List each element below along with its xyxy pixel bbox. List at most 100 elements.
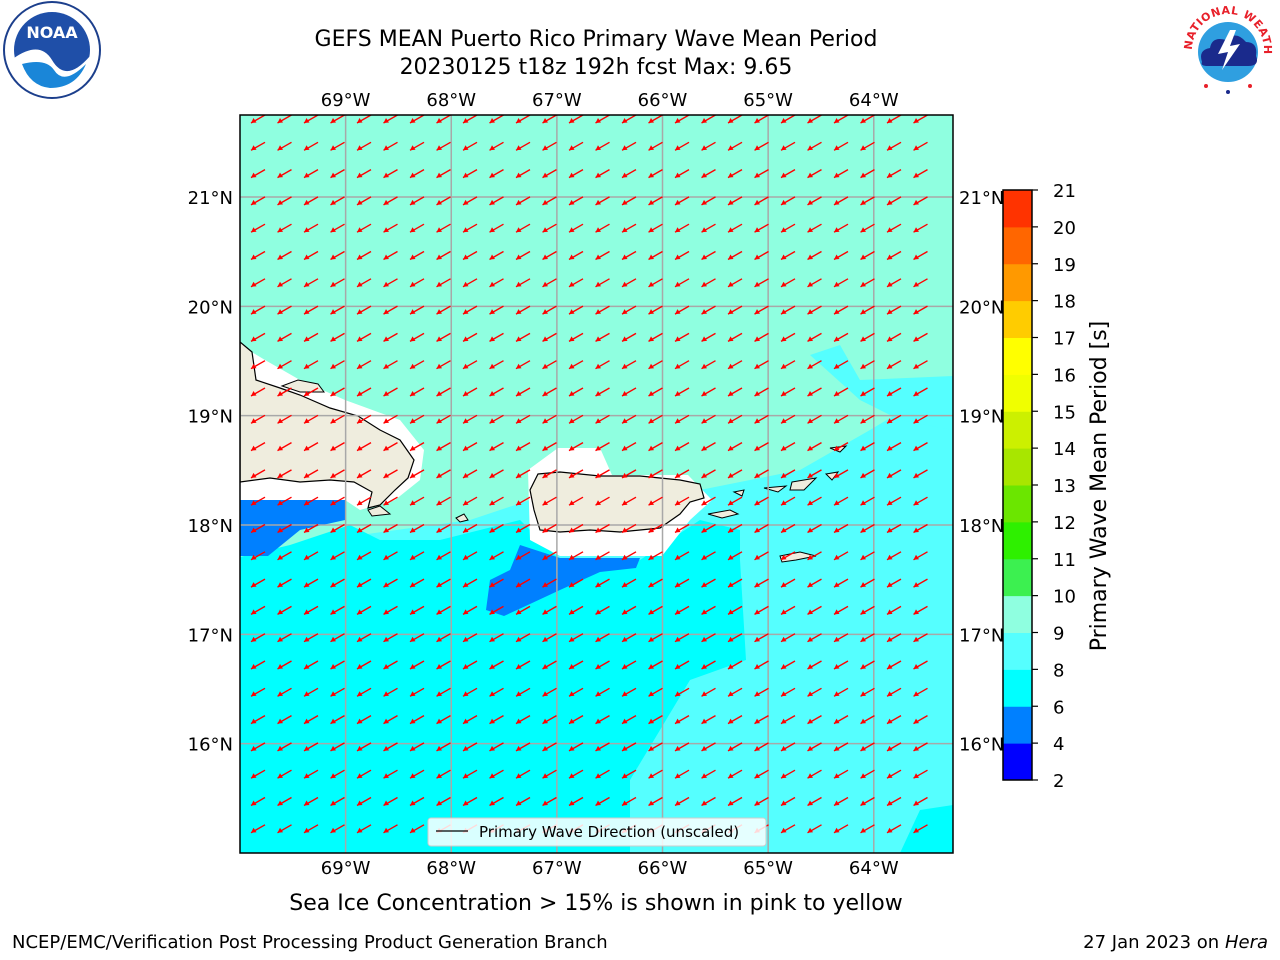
wave-direction-arrow (807, 660, 822, 670)
wave-direction-arrow (462, 115, 478, 124)
wave-direction-arrow (886, 578, 902, 588)
wave-direction-arrow (913, 796, 928, 807)
wave-direction-arrow (807, 223, 822, 233)
wave-direction-arrow (807, 578, 822, 588)
lat-tick-label: 21°N (188, 188, 233, 209)
wave-direction-arrow (780, 250, 796, 261)
wave-direction-arrow (807, 469, 822, 479)
wave-direction-arrow (913, 360, 928, 370)
wave-direction-arrow (383, 551, 398, 561)
wave-direction-arrow (807, 714, 822, 725)
wave-direction-arrow (754, 141, 769, 151)
wave-direction-arrow (383, 441, 398, 452)
wave-direction-arrow (754, 223, 769, 233)
colorbar-label: Primary Wave Mean Period [s] (1087, 321, 1112, 652)
wave-direction-arrow (515, 551, 531, 561)
wave-direction-arrow (277, 742, 292, 752)
wave-direction-arrow (356, 387, 372, 397)
wave-direction-arrow (542, 687, 557, 697)
wave-direction-arrow (356, 551, 372, 561)
wave-direction-arrow (648, 360, 663, 370)
wave-direction-arrow (436, 687, 451, 697)
tortuga-island (280, 379, 325, 393)
wave-direction-arrows (250, 115, 928, 834)
colorbar-segment (1003, 632, 1032, 670)
wave-direction-arrow (886, 414, 902, 424)
noaa-logo: NOAA (3, 1, 101, 99)
wave-direction-arrow (303, 360, 319, 370)
wave-direction-arrow (436, 660, 451, 670)
colorbar-segment (1003, 337, 1032, 375)
wave-direction-arrow (250, 469, 266, 479)
wave-direction-arrow (674, 769, 690, 779)
wave-direction-arrow (436, 633, 451, 643)
wave-direction-arrow (303, 551, 319, 561)
wave-direction-arrow (833, 824, 849, 834)
wave-direction-arrow (356, 360, 372, 370)
wave-direction-arrow (621, 687, 637, 697)
wave-direction-arrow (303, 115, 319, 124)
wave-direction-arrow (595, 223, 610, 233)
wave-direction-arrow (727, 441, 743, 452)
wave-direction-arrow (330, 278, 345, 288)
colorbar-segment (1003, 374, 1032, 412)
wave-direction-arrow (303, 714, 319, 725)
wave-direction-arrow (595, 332, 610, 343)
wave-direction-arrow (754, 332, 769, 343)
wave-direction-arrow (489, 633, 504, 643)
wave-direction-arrow (886, 742, 902, 752)
wave-direction-arrow (674, 168, 690, 179)
wave-direction-arrow (886, 360, 902, 370)
wave-direction-arrow (754, 578, 769, 588)
wave-direction-arrow (303, 141, 319, 151)
wave-direction-arrow (542, 551, 557, 561)
wave-direction-arrow (568, 496, 584, 506)
wave-direction-arrow (648, 115, 663, 124)
wave-direction-arrow (489, 469, 504, 479)
wave-direction-arrow (780, 769, 796, 779)
wave-direction-arrow (833, 578, 849, 588)
wave-direction-arrow (833, 660, 849, 670)
wave-direction-arrow (780, 714, 796, 725)
wave-direction-arrow (277, 278, 292, 288)
wave-direction-arrow (409, 278, 425, 288)
wave-direction-arrow (356, 496, 372, 506)
wave-direction-arrow (303, 660, 319, 670)
wave-direction-arrow (515, 387, 531, 397)
wave-direction-arrow (754, 469, 769, 479)
wave-direction-arrow (436, 469, 451, 479)
wave-direction-arrow (621, 332, 637, 343)
wave-direction-arrow (568, 742, 584, 752)
wave-direction-arrow (515, 141, 531, 151)
wave-direction-arrow (780, 115, 796, 124)
wave-direction-arrow (886, 141, 902, 151)
wave-direction-arrow (542, 115, 557, 124)
wave-direction-arrow (436, 278, 451, 288)
wave-direction-arrow (277, 141, 292, 151)
wave-direction-arrow (303, 196, 319, 206)
wave-direction-arrow (727, 687, 743, 697)
wave-direction-arrow (277, 496, 292, 506)
colorbar-segment (1003, 743, 1032, 781)
wave-direction-arrow (674, 633, 690, 643)
wave-direction-arrow (383, 332, 398, 343)
wave-direction-arrow (250, 141, 266, 151)
wave-direction-arrow (356, 578, 372, 588)
wave-direction-arrow (250, 523, 266, 534)
wave-direction-arrow (621, 414, 637, 424)
wave-direction-arrow (833, 469, 849, 479)
wave-direction-arrow (913, 578, 928, 588)
wave-direction-arrow (542, 605, 557, 616)
wave-direction-arrow (595, 115, 610, 124)
wave-direction-arrow (515, 796, 531, 807)
wave-direction-arrow (409, 387, 425, 397)
wave-direction-arrow (489, 523, 504, 534)
wave-direction-arrow (462, 332, 478, 343)
wave-direction-arrow (727, 278, 743, 288)
wave-direction-arrow (913, 196, 928, 206)
wave-direction-arrow (860, 278, 875, 288)
wave-direction-arrow (515, 769, 531, 779)
wave-direction-arrow (595, 141, 610, 151)
wave-direction-arrow (568, 196, 584, 206)
wave-direction-arrow (542, 578, 557, 588)
